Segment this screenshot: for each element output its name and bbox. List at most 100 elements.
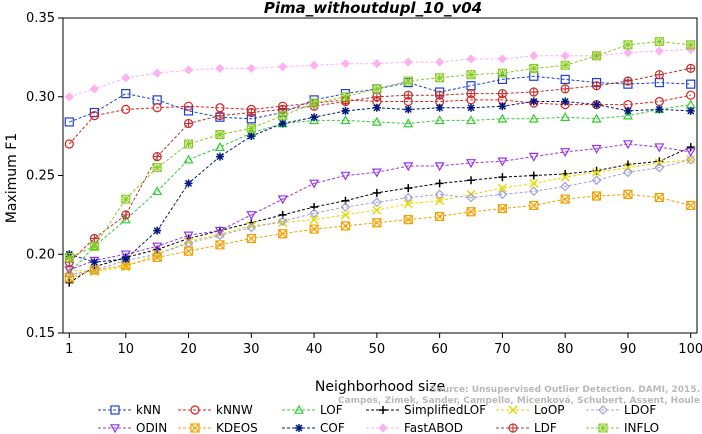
data-point-lof	[685, 99, 696, 109]
data-point-simplifiedlof	[529, 171, 538, 180]
data-point-fastabod	[278, 62, 288, 72]
data-point-kdeos	[278, 229, 288, 239]
data-point-kdeos	[183, 246, 194, 256]
data-point-ldof	[528, 186, 539, 197]
data-point-ldf-cross	[372, 92, 381, 101]
series-line-odin	[69, 143, 691, 271]
series-line-knnw	[68, 94, 691, 145]
legend-item-kdeos: KDEOS	[178, 421, 258, 434]
data-point-ldf-cross	[655, 70, 664, 79]
data-point-odin	[309, 179, 320, 189]
data-point-cof	[215, 152, 224, 161]
series-line-kdeos	[69, 193, 691, 279]
data-point-kdeos	[529, 200, 539, 211]
data-point-fastabod	[372, 59, 382, 69]
data-point-inflo	[278, 111, 288, 121]
data-point-cof	[435, 103, 444, 112]
data-point-knn	[89, 107, 99, 118]
data-point-knnw	[89, 111, 99, 121]
data-point-inflo	[246, 123, 256, 133]
series-fastabod	[64, 44, 696, 102]
data-point-odin	[183, 231, 194, 241]
data-point-odin	[120, 250, 131, 260]
data-point-kdeos	[403, 215, 413, 225]
data-point-fastabod	[623, 48, 633, 58]
data-point-cof	[278, 119, 287, 128]
data-point-cof	[372, 103, 381, 112]
data-point-fastabod	[215, 63, 225, 73]
x-tick-label: 80	[557, 342, 574, 357]
data-point-inflo	[435, 73, 445, 83]
data-point-ldof	[215, 230, 225, 241]
y-tick-label: 0.25	[26, 169, 55, 184]
data-point-ldof	[403, 192, 414, 203]
legend-label-kdeos: KDEOS	[216, 421, 258, 434]
legend-marker-ldf	[508, 423, 518, 433]
legend-marker-cof	[295, 424, 303, 432]
legend-label-knn: kNN	[136, 403, 161, 417]
legend-marker-loop	[508, 405, 518, 415]
data-point-knnw	[686, 90, 696, 100]
data-point-lof	[340, 115, 351, 125]
data-point-cof	[592, 100, 601, 109]
data-point-odin	[64, 266, 75, 276]
data-point-loop	[592, 167, 602, 177]
y-axis-label: Maximum F1	[4, 133, 20, 223]
data-point-cof	[623, 106, 632, 115]
data-point-fastabod	[340, 59, 351, 69]
series-ldf	[64, 63, 696, 267]
data-point-knn	[560, 74, 570, 85]
x-tick-label: 100	[678, 342, 702, 357]
legend-label-lof: LOF	[320, 403, 343, 417]
data-point-ldf	[403, 90, 413, 100]
data-point-fastabod	[64, 92, 74, 102]
data-point-cof	[529, 97, 538, 106]
data-point-simplifiedlof	[65, 278, 74, 287]
data-point-kdeos	[560, 194, 570, 204]
legend-label-ldof: LDOF	[624, 403, 656, 417]
data-point-ldof	[654, 162, 665, 173]
legend-marker-simplifiedlof	[379, 406, 387, 414]
legend-marker-inflo	[598, 423, 608, 433]
data-point-kdeos	[309, 224, 319, 234]
data-point-ldof	[277, 216, 288, 227]
data-point-odin	[214, 226, 225, 236]
legend-item-inflo: INFLO	[586, 421, 659, 434]
data-point-lof	[183, 154, 194, 164]
data-point-inflo	[592, 51, 602, 61]
data-point-knn	[64, 117, 74, 127]
data-point-lof	[434, 115, 445, 125]
data-point-kdeos	[654, 192, 664, 203]
legend: kNN kNNW LOF SimplifiedLOF LoOP LDOF ODIN KDEOS…	[98, 403, 659, 434]
data-point-ldof	[497, 189, 508, 200]
data-point-simplifiedlof	[435, 179, 444, 188]
legend-marker-odin	[109, 424, 121, 434]
legend-label-fastabod: FastABOD	[404, 421, 463, 434]
data-point-lof	[497, 113, 508, 123]
data-point-fastabod	[246, 63, 256, 73]
data-point-odin	[560, 148, 571, 158]
data-point-inflo	[466, 70, 476, 80]
data-point-fastabod	[121, 73, 131, 83]
data-point-fastabod	[466, 54, 476, 64]
data-point-ldf-cross	[404, 91, 413, 100]
data-point-ldf-cross	[184, 119, 193, 128]
x-tick-label: 50	[369, 342, 386, 357]
data-point-simplifiedlof	[686, 143, 695, 152]
data-point-odin	[528, 152, 539, 162]
x-tick-label: 30	[243, 342, 260, 357]
data-point-inflo	[152, 163, 162, 173]
data-point-inflo	[497, 68, 507, 78]
data-point-ldf	[183, 118, 194, 129]
data-point-ldf-cross	[121, 210, 130, 219]
data-point-fastabod	[435, 57, 445, 67]
data-point-fastabod	[309, 60, 319, 70]
data-point-ldf-cross	[561, 84, 570, 93]
data-point-odin	[654, 143, 665, 153]
data-point-ldof	[309, 208, 319, 219]
legend-marker-fastabod	[378, 423, 388, 433]
data-point-inflo	[121, 194, 131, 204]
legend-label-cof: COF	[320, 421, 345, 434]
legend-item-odin: ODIN	[98, 421, 167, 434]
data-point-loop	[435, 196, 445, 206]
